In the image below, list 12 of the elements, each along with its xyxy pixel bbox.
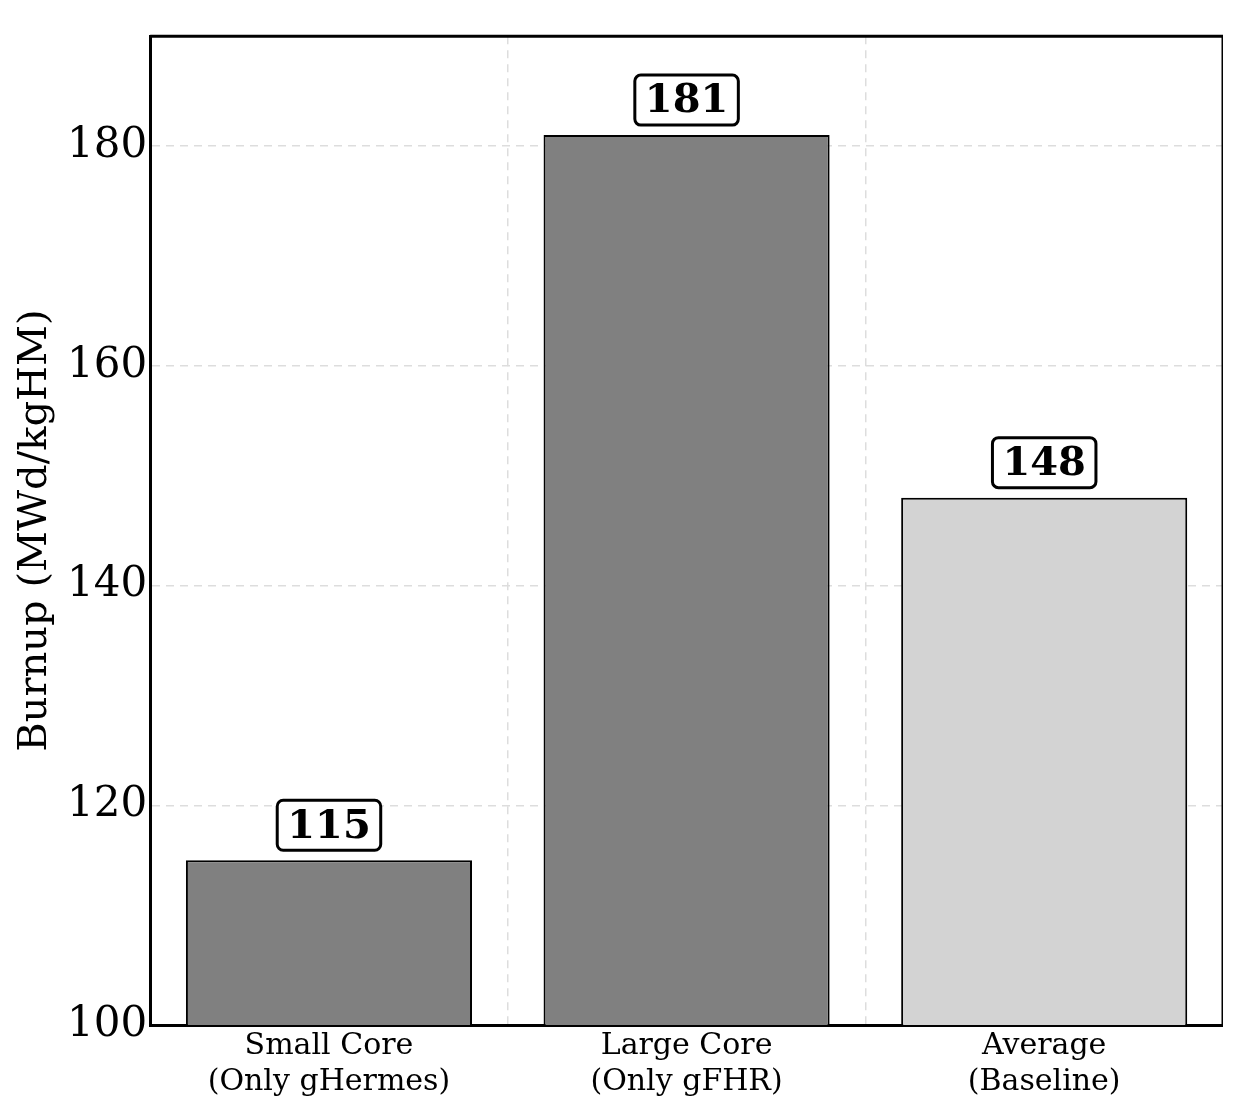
- y-tick-label: 160: [66, 337, 148, 387]
- y-axis-title: Burnup (MWd/kgHM): [9, 309, 56, 752]
- data-label: 148: [1002, 437, 1086, 485]
- data-label: 115: [287, 799, 371, 847]
- data-label: 181: [644, 74, 729, 122]
- y-tick-label: 100: [66, 996, 148, 1046]
- y-tick-label: 180: [66, 117, 148, 167]
- y-tick-label: 120: [66, 777, 148, 827]
- x-tick-label: Small Core (Only gHermes): [207, 1025, 451, 1097]
- y-tick-label: 140: [66, 557, 148, 607]
- x-tick-label: Average (Baseline): [967, 1025, 1121, 1097]
- x-tick-label: Large Core (Only gFHR): [590, 1025, 783, 1097]
